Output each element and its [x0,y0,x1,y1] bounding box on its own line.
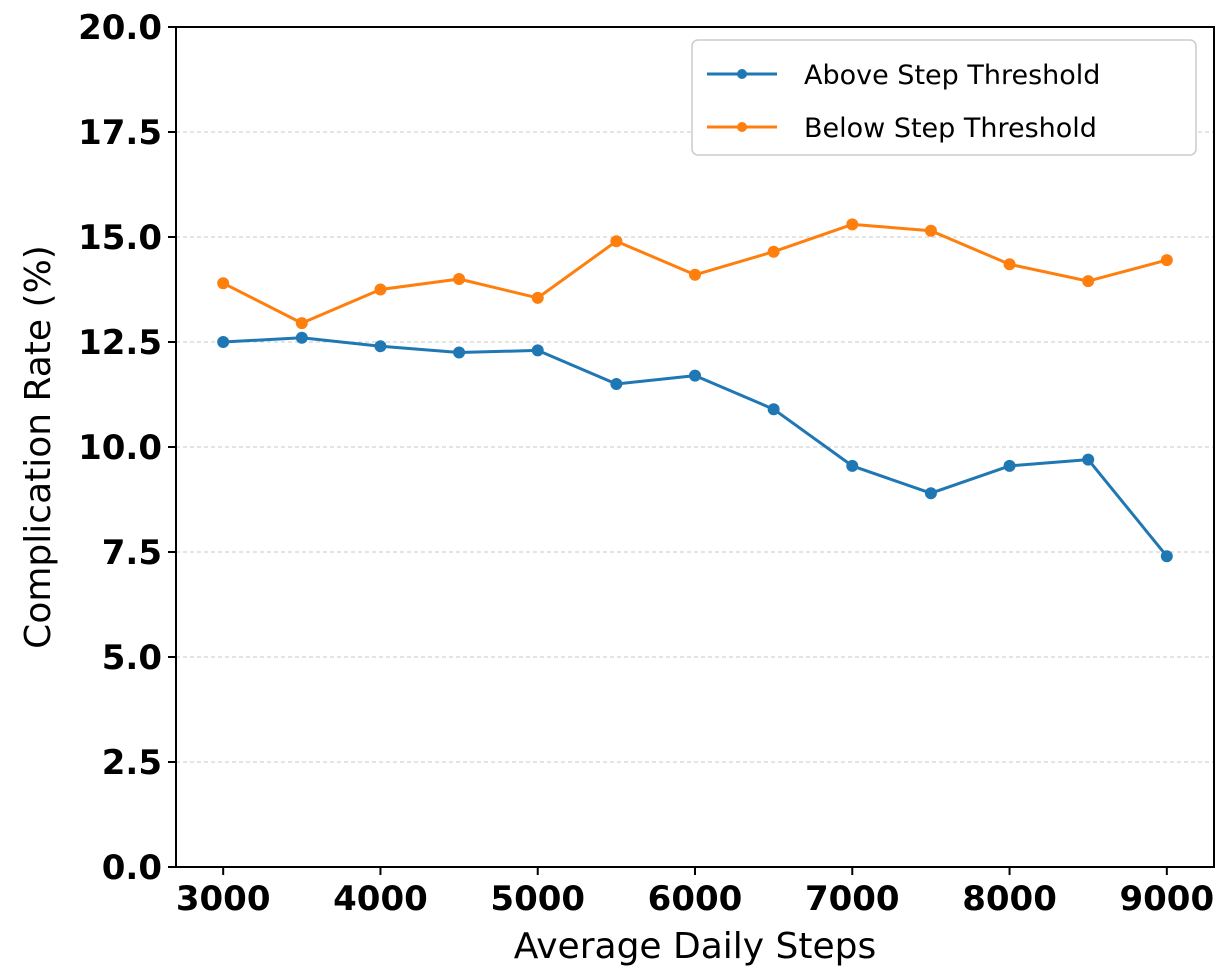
axis-ticks: 0.0 2.5 5.0 7.5 10.0 12.5 15.0 17.5 20.0 3000 4000… [78,8,1214,919]
data-point [531,291,544,304]
data-point [295,331,308,344]
data-point [1003,258,1016,271]
data-point [217,336,230,348]
y-axis-label: Complication Rate (%) [18,245,59,649]
y-tick-label: 5.0 [102,638,162,678]
y-tick-label: 7.5 [102,533,162,573]
series-above-step-threshold [217,331,1173,563]
data-point [1160,550,1173,563]
data-point [610,235,623,248]
series-layer [217,218,1173,563]
data-point [374,283,387,296]
data-point [531,344,544,357]
data-point [610,378,623,390]
x-tick-label: 4000 [333,879,428,919]
data-point [1082,453,1095,466]
x-tick-label: 3000 [176,879,271,919]
data-point [767,403,780,416]
x-tick-label: 8000 [962,879,1057,919]
y-tick-label: 15.0 [78,218,162,258]
data-point [767,245,780,258]
legend-box [691,39,1197,156]
data-point [374,340,387,353]
data-point [689,369,701,382]
legend: Above Step Threshold Below Step Threshold [691,39,1197,156]
legend-label: Below Step Threshold [804,113,1097,144]
data-point [295,317,308,330]
data-point [1003,459,1016,472]
data-point [1082,275,1095,288]
legend-label: Above Step Threshold [804,60,1100,91]
data-point [924,487,937,500]
data-point [1160,254,1173,267]
data-point [846,459,859,472]
legend-marker [737,69,747,79]
grid-lines [176,131,1214,763]
series-below-step-threshold [217,218,1173,330]
data-point [689,268,701,281]
data-point [217,277,230,290]
x-tick-label: 6000 [648,879,743,919]
x-axis-label: Average Daily Steps [514,926,877,967]
data-point [924,224,937,237]
y-tick-label: 20.0 [78,8,162,48]
data-point [846,218,859,231]
x-tick-label: 5000 [490,879,585,919]
y-tick-label: 0.0 [102,848,162,888]
y-tick-label: 10.0 [78,428,162,468]
data-point [453,346,466,359]
y-tick-label: 12.5 [78,323,162,363]
y-tick-label: 2.5 [102,743,162,783]
legend-marker [737,122,747,132]
x-tick-label: 7000 [805,879,900,919]
x-tick-label: 9000 [1119,879,1214,919]
data-point [453,273,466,285]
y-tick-label: 17.5 [78,113,162,153]
